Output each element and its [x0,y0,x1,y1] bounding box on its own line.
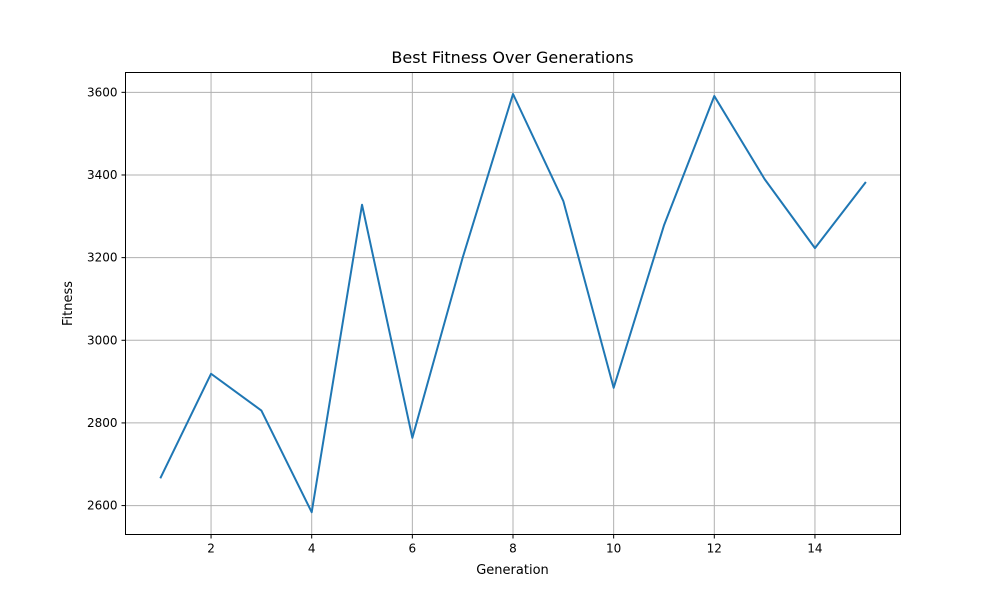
x-tick-label: 14 [807,542,822,556]
y-axis-label: Fitness [61,281,76,326]
y-tick-label: 3600 [87,85,118,99]
x-tick-label: 6 [409,542,417,556]
y-tick-label: 3000 [87,333,118,347]
axis-ticks: 2 4 6 8 10 12 14 2600 2800 3000 3200 3400 3600 [87,85,823,555]
x-axis-label: Generation [476,563,549,578]
y-tick-label: 3200 [87,251,118,265]
y-tick-label: 2600 [87,499,118,513]
x-tick-label: 8 [509,542,517,556]
x-tick-label: 10 [606,542,621,556]
chart-title: Best Fitness Over Generations [391,48,633,67]
grid [126,73,901,535]
x-tick-label: 4 [308,542,316,556]
x-tick-label: 2 [207,542,215,556]
y-tick-label: 2800 [87,416,118,430]
y-tick-label: 3400 [87,168,118,182]
x-tick-label: 12 [707,542,722,556]
